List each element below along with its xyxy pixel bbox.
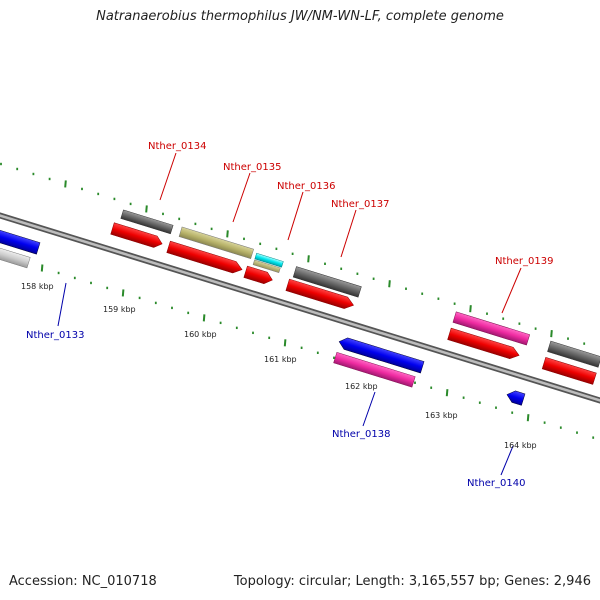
label-nther-0136: Nther_0136 <box>277 181 335 192</box>
gene-nther-0133-blue-arrow[interactable] <box>0 227 41 255</box>
label-nther-0135: Nther_0135 <box>223 162 281 173</box>
gene-nther-0134-feature[interactable] <box>120 209 174 235</box>
gene-nther-0134-arrow[interactable] <box>110 222 164 250</box>
tick-outer-major <box>145 205 148 213</box>
scale-label-163: 163 kbp <box>425 411 458 420</box>
tick-track-outer <box>0 162 586 345</box>
tick-inner-major <box>40 264 44 272</box>
genome-summary-text: Topology: circular; Length: 3,165,557 bp… <box>233 574 591 589</box>
gene-nther-0136-arrow[interactable] <box>243 265 274 286</box>
tick-inner-major <box>283 339 287 347</box>
tick-outer-major <box>469 305 472 313</box>
accession-text: Accession: NC_010718 <box>9 574 157 589</box>
label-nther-0133: Nther_0133 <box>26 330 84 341</box>
gene-nther-0136-khaki[interactable] <box>252 259 281 273</box>
tick-outer-major <box>388 280 391 288</box>
gene-nther-0133-feature[interactable] <box>0 243 31 269</box>
label-nther-0139: Nther_0139 <box>495 256 553 267</box>
gene-nther-0135-feature[interactable] <box>178 226 254 260</box>
tick-outer-major <box>307 255 310 263</box>
gene-nther-0137-feature[interactable] <box>292 266 362 298</box>
scale-label-159: 159 kbp <box>103 305 136 314</box>
gene-nther-0137-arrow[interactable] <box>285 278 355 311</box>
gene-nther-0139-feature[interactable] <box>452 311 531 346</box>
gene-nther-0136-feature[interactable] <box>254 252 284 268</box>
scale-label-158: 158 kbp <box>21 282 54 291</box>
gene-nther-0135-arrow[interactable] <box>166 240 244 275</box>
scale-label-162: 162 kbp <box>345 382 378 391</box>
label-leaders <box>57 152 522 476</box>
tick-outer-major <box>64 180 67 188</box>
label-nther-0138: Nther_0138 <box>332 429 390 440</box>
scale-label-160: 160 kbp <box>184 330 217 339</box>
gene-nther-0138-blue-arrow[interactable] <box>337 336 425 374</box>
genome-backbone <box>0 212 600 404</box>
map-title: Natranaerobius thermophilus JW/NM-WN-LF,… <box>96 9 504 24</box>
tick-inner-major <box>526 414 530 422</box>
tick-inner-major <box>445 389 449 397</box>
gene-nther-0138-feature[interactable] <box>333 352 416 388</box>
label-nther-0140: Nther_0140 <box>467 478 525 489</box>
gene-right-gray-feature <box>547 340 600 368</box>
scale-label-164: 164 kbp <box>504 441 537 450</box>
gene-nther-0139-arrow[interactable] <box>447 327 521 361</box>
gene-right-red-arrow <box>541 357 597 385</box>
tick-inner-major <box>121 289 125 297</box>
label-nther-0134: Nther_0134 <box>148 141 206 152</box>
label-nther-0137: Nther_0137 <box>331 199 389 210</box>
gene-nther-0140-blue-arrow[interactable] <box>505 389 526 406</box>
tick-outer-major <box>550 330 553 338</box>
scale-label-161: 161 kbp <box>264 355 297 364</box>
tick-inner-major <box>202 314 206 322</box>
tick-outer-major <box>226 230 229 238</box>
